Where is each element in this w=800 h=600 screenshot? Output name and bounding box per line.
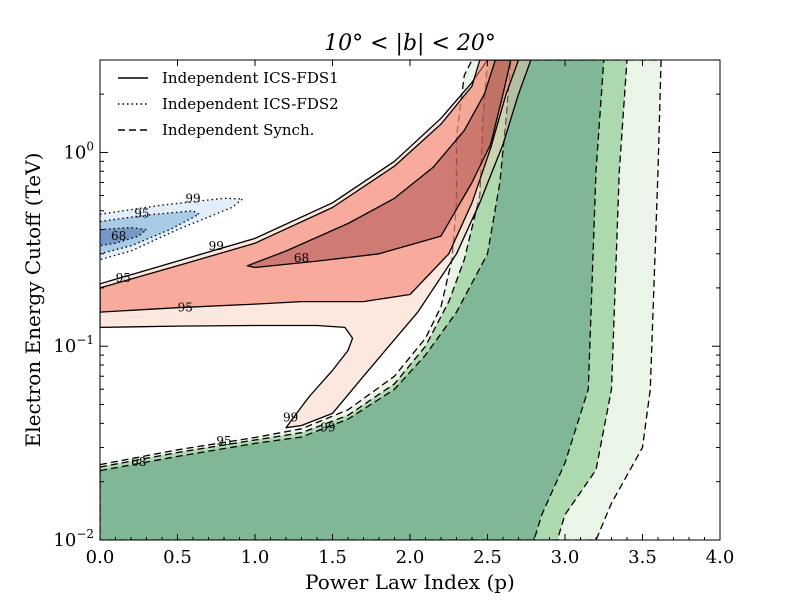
x-tick-label: 1.5: [318, 547, 347, 568]
contour-region-2-95: [100, 210, 200, 255]
contour-label: 95: [178, 301, 193, 315]
x-axis: 0.0 0.5 1.0 1.5 2.0 2.5 3.0 3.5 4.0: [86, 60, 735, 568]
contour-label: 95: [216, 434, 231, 448]
chart-title: 10° < |b| < 20°: [324, 31, 496, 56]
contour-label: 95: [116, 271, 131, 285]
contour-regions: [100, 60, 662, 540]
x-axis-label: Power Law Index (p): [305, 570, 515, 594]
y-tick-label: 10−2: [53, 527, 94, 551]
x-tick-label: 0.5: [163, 547, 192, 568]
y-axis: 10−2 10−1 100: [53, 59, 720, 551]
legend: Independent ICS-FDS1 Independent ICS-FDS2…: [118, 69, 339, 139]
contour-label: 68: [294, 251, 309, 265]
x-tick-label: 3.0: [551, 547, 580, 568]
contour-label: 68: [111, 229, 126, 243]
contour-region-2-68: [100, 226, 148, 247]
contour-region-1-68: [246, 60, 512, 269]
contour-label: 99: [283, 410, 298, 424]
contour-region-0-68: [100, 60, 605, 540]
legend-label: Independent ICS-FDS1: [162, 69, 339, 87]
x-tick-label: 4.0: [706, 547, 735, 568]
y-tick-label: 100: [63, 139, 94, 163]
contour-label: 95: [134, 206, 149, 220]
contour-label: 68: [131, 455, 146, 469]
x-tick-label: 2.0: [396, 547, 425, 568]
y-tick-label: 10−1: [53, 333, 94, 357]
contour-label: 99: [320, 421, 335, 435]
contour-labels: 99 95 68 99 95 95 68 99 99 95 68: [111, 191, 336, 469]
contour-label: 99: [185, 191, 200, 205]
y-axis-label: Electron Energy Cutoff (TeV): [21, 153, 45, 448]
contour-region-1-95: [100, 60, 520, 313]
legend-label: Independent Synch.: [162, 121, 314, 139]
contour-label: 99: [209, 239, 224, 253]
x-tick-label: 2.5: [473, 547, 502, 568]
x-tick-label: 0.0: [86, 547, 115, 568]
x-tick-label: 1.0: [241, 547, 270, 568]
x-tick-label: 3.5: [628, 547, 657, 568]
legend-label: Independent ICS-FDS2: [162, 95, 339, 113]
